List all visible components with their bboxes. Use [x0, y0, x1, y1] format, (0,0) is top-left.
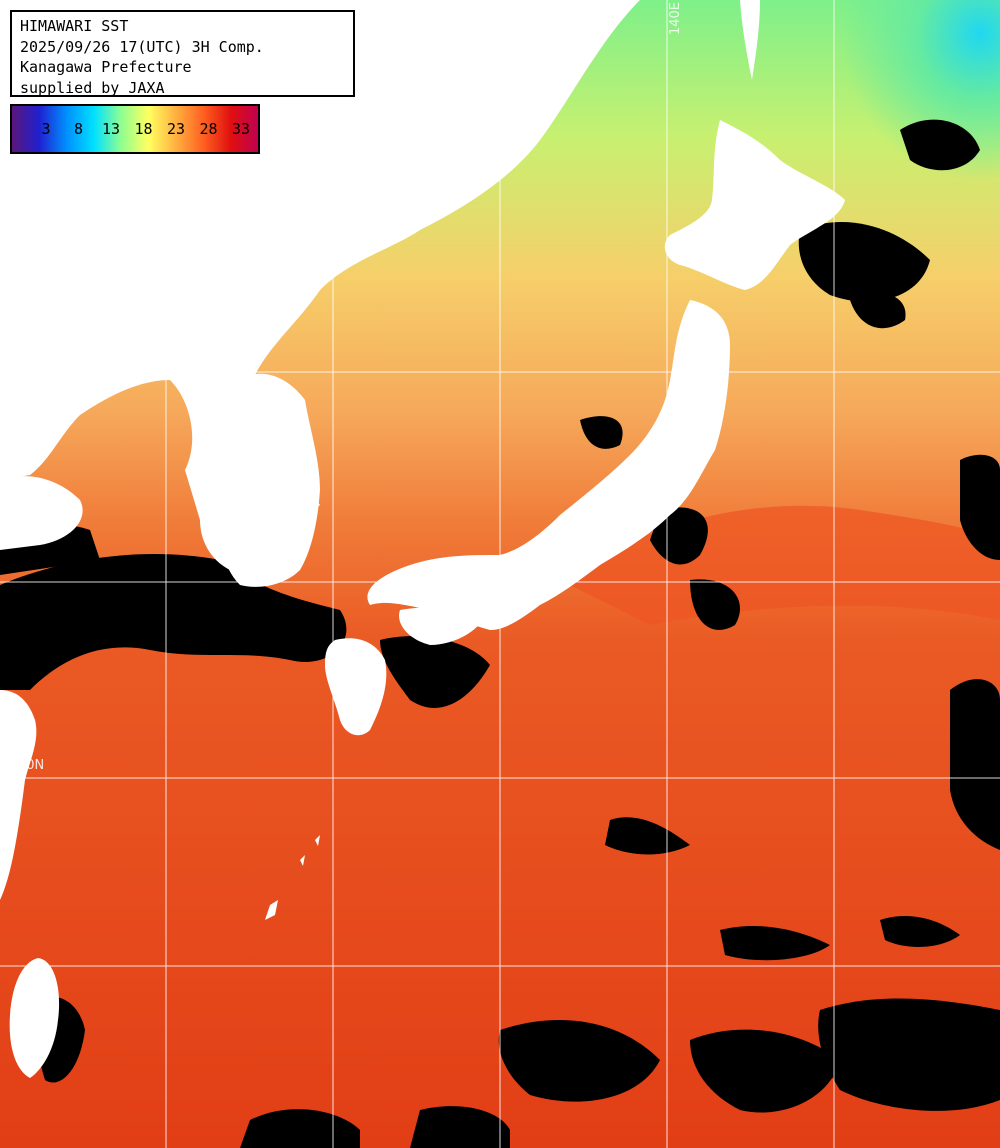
timestamp: 2025/09/26 17(UTC) 3H Comp. [20, 37, 264, 56]
land-taiwan [9, 958, 60, 1078]
grid-label-140e: 140E [668, 2, 683, 36]
legend-tick-33: 33 [231, 120, 251, 138]
color-scale-legend: 3 8 13 18 23 28 33 [10, 104, 260, 154]
land-east-china-coast [0, 476, 83, 550]
land-china-south-coast [0, 690, 37, 900]
legend-tick-23: 23 [166, 120, 186, 138]
land-hokkaido [664, 120, 845, 290]
region-name: Kanagawa Prefecture [20, 58, 192, 76]
legend-tick-13: 13 [101, 120, 121, 138]
land-honshu [367, 300, 730, 630]
color-scale-ticks: 3 8 13 18 23 28 33 [12, 106, 258, 152]
supplier-credit: supplied by JAXA [20, 78, 165, 97]
land-shikoku [399, 606, 485, 645]
land-korea [219, 373, 320, 587]
land-kyushu [325, 638, 387, 736]
grid-label-40n: 40N [14, 352, 41, 367]
cloud-cover [0, 119, 1000, 1148]
product-title: HIMAWARI SST [20, 17, 129, 35]
land-sakhalin [740, 0, 760, 80]
legend-tick-8: 8 [73, 120, 84, 138]
color-scale-bar [12, 106, 258, 152]
legend-tick-18: 18 [134, 120, 153, 138]
land-river-islands [0, 700, 22, 723]
info-box: HIMAWARI SST 2025/09/26 17(UTC) 3H Comp.… [10, 10, 355, 97]
grid-label-30n: 30N [18, 758, 45, 773]
legend-tick-28: 28 [199, 120, 218, 138]
legend-tick-3: 3 [41, 120, 51, 138]
